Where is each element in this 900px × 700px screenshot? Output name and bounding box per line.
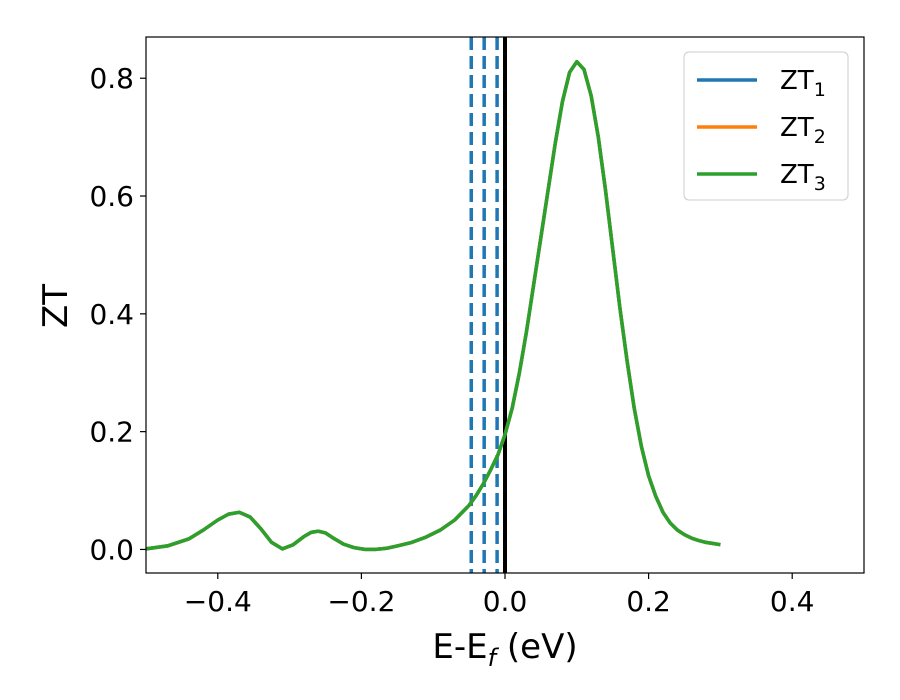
legend-label-2: ZT2	[780, 113, 826, 148]
series-line-3	[145, 59, 721, 552]
x-tick-label-1: −0.2	[327, 585, 395, 618]
y-tick-label-0: 0.0	[89, 533, 134, 566]
x-axis-ticks: −0.4 −0.2 0.0 0.2 0.4	[184, 573, 815, 618]
legend-box	[683, 51, 849, 201]
y-tick-label-1: 0.2	[89, 416, 134, 449]
x-tick-label-3: 0.2	[626, 585, 671, 618]
x-tick-label-0: −0.4	[184, 585, 252, 618]
x-tick-label-2: 0.0	[483, 585, 528, 618]
y-axis-ticks: 0.0 0.2 0.4 0.6 0.8	[89, 62, 146, 566]
y-tick-label-3: 0.6	[89, 180, 134, 213]
x-tick-label-4: 0.4	[770, 585, 815, 618]
legend: ZT1 ZT2 ZT3	[683, 51, 849, 201]
series-lines	[145, 59, 721, 552]
legend-label-3: ZT3	[780, 160, 826, 195]
y-tick-label-2: 0.4	[89, 298, 134, 331]
y-tick-label-4: 0.8	[89, 62, 134, 95]
x-axis-label: E-Ef (eV)	[432, 627, 577, 672]
y-axis-label: ZT	[36, 284, 76, 328]
legend-label-1: ZT1	[780, 66, 826, 101]
